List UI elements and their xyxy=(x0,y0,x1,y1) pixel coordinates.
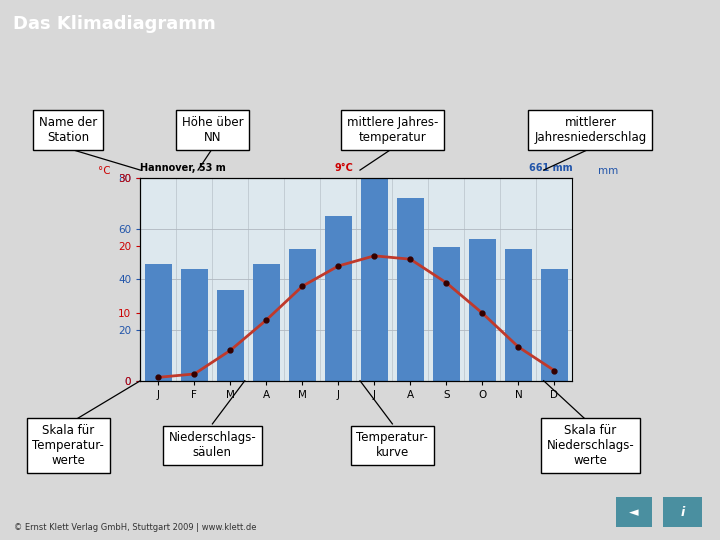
Text: °C: °C xyxy=(97,166,110,176)
Bar xyxy=(145,264,172,381)
Bar xyxy=(541,269,568,381)
Text: i: i xyxy=(680,506,685,519)
Bar xyxy=(433,247,460,381)
FancyBboxPatch shape xyxy=(663,497,702,526)
Text: 9°C: 9°C xyxy=(334,163,353,173)
Text: Skala für
Niederschlags-
werte: Skala für Niederschlags- werte xyxy=(546,424,634,467)
Text: mm: mm xyxy=(598,166,618,176)
Text: Skala für
Temperatur-
werte: Skala für Temperatur- werte xyxy=(32,424,104,467)
Bar xyxy=(253,264,280,381)
FancyBboxPatch shape xyxy=(616,497,652,526)
Text: Höhe über
NN: Höhe über NN xyxy=(181,116,243,144)
Text: 661 mm: 661 mm xyxy=(528,163,572,173)
Text: mittlere Jahres-
temperatur: mittlere Jahres- temperatur xyxy=(347,116,438,144)
Text: Hannover, 53 m: Hannover, 53 m xyxy=(140,163,226,173)
Bar xyxy=(217,289,244,381)
Bar xyxy=(469,239,496,381)
Text: Niederschlags-
säulen: Niederschlags- säulen xyxy=(168,431,256,460)
Text: Temperatur-
kurve: Temperatur- kurve xyxy=(356,431,428,460)
Bar xyxy=(181,269,208,381)
Text: mittlerer
Jahresniederschlag: mittlerer Jahresniederschlag xyxy=(534,116,647,144)
Text: Name der
Station: Name der Station xyxy=(40,116,97,144)
Bar xyxy=(289,249,316,381)
Bar xyxy=(325,216,352,381)
Text: © Ernst Klett Verlag GmbH, Stuttgart 2009 | www.klett.de: © Ernst Klett Verlag GmbH, Stuttgart 200… xyxy=(14,523,257,532)
Bar xyxy=(361,168,388,381)
Bar xyxy=(505,249,532,381)
Bar xyxy=(397,199,424,381)
Text: ◄: ◄ xyxy=(629,506,639,519)
Text: Das Klimadiagramm: Das Klimadiagramm xyxy=(13,15,216,33)
